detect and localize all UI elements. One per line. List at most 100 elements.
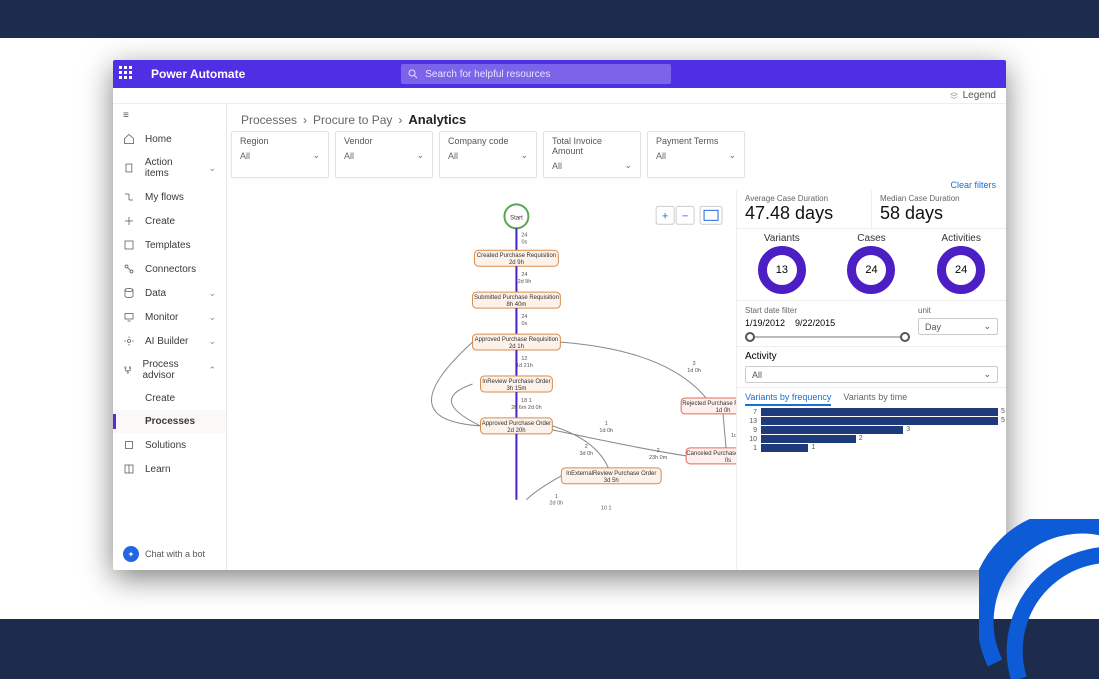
svg-text:10 1: 10 1 — [601, 506, 612, 512]
svg-text:+: + — [662, 210, 668, 222]
sidebar: ≡ Home Action items⌄ My flows Create Tem… — [113, 104, 227, 570]
sidebar-item-home[interactable]: Home — [113, 127, 226, 151]
sidebar-item-connectors[interactable]: Connectors — [113, 257, 226, 281]
svg-text:2: 2 — [585, 444, 588, 450]
filter-invoice-amount[interactable]: Total Invoice AmountAll⌄ — [543, 131, 641, 178]
svg-text:1: 1 — [555, 494, 558, 500]
svg-text:2d 0h: 2d 0h — [550, 501, 564, 507]
legend-icon — [949, 91, 959, 101]
sidebar-item-templates[interactable]: Templates — [113, 233, 226, 257]
unit-select[interactable]: unit Day⌄ — [918, 305, 998, 342]
svg-text:Rejected Purchase Requisition: Rejected Purchase Requisition — [682, 401, 736, 407]
svg-text:1d 0h: 1d 0h — [599, 428, 613, 434]
hamburger-icon[interactable]: ≡ — [113, 104, 226, 127]
svg-text:3: 3 — [693, 361, 696, 367]
breadcrumb-processes[interactable]: Processes — [241, 113, 297, 127]
svg-text:3h 15m: 3h 15m — [506, 386, 526, 392]
sidebar-item-create[interactable]: Create — [113, 209, 226, 233]
sidebar-item-action-items[interactable]: Action items⌄ — [113, 151, 226, 185]
search-input[interactable]: Search for helpful resources — [401, 64, 671, 84]
activity-filter[interactable]: Activity All⌄ — [737, 347, 1006, 388]
legend-label[interactable]: Legend — [963, 90, 996, 101]
donut-activities: Activities24 — [937, 233, 985, 294]
solutions-icon — [123, 439, 135, 451]
right-panel: Average Case Duration47.48 days Median C… — [736, 190, 1006, 570]
svg-text:1d 0h: 1d 0h — [716, 408, 731, 414]
svg-text:23h 0m: 23h 0m — [649, 455, 668, 461]
svg-text:24: 24 — [521, 314, 527, 320]
svg-text:InExternalReview Purchase Orde: InExternalReview Purchase Order — [566, 471, 656, 477]
svg-text:Approved Purchase Order: Approved Purchase Order — [482, 421, 551, 427]
svg-text:Approved Purchase Requisition: Approved Purchase Requisition — [475, 337, 559, 343]
bar-row: 11 — [745, 444, 998, 452]
chevron-down-icon: ⌄ — [416, 150, 424, 161]
svg-text:1d 21h: 1d 21h — [516, 363, 533, 369]
chatbot-icon: ✦ — [123, 546, 139, 562]
svg-text:Submitted Purchase Requisition: Submitted Purchase Requisition — [474, 295, 559, 301]
tab-variants-freq[interactable]: Variants by frequency — [745, 392, 831, 406]
book-icon — [123, 463, 135, 475]
app-title: Power Automate — [151, 67, 245, 81]
donut-variants: Variants13 — [758, 233, 806, 294]
filter-company-code[interactable]: Company codeAll⌄ — [439, 131, 537, 178]
svg-text:2h 6m 2d 0h: 2h 6m 2d 0h — [511, 405, 541, 411]
clipboard-icon — [123, 162, 135, 174]
breadcrumb-procure[interactable]: Procure to Pay — [313, 113, 392, 127]
topbar: Power Automate Search for helpful resour… — [113, 60, 1006, 88]
svg-text:0s: 0s — [725, 458, 731, 464]
sidebar-item-pa-processes[interactable]: Processes — [113, 410, 226, 433]
chatbot-button[interactable]: ✦Chat with a bot — [113, 538, 226, 570]
sidebar-item-process-advisor[interactable]: Process advisor⌃ — [113, 353, 226, 387]
bar-row: 93 — [745, 426, 998, 434]
filter-payment-terms[interactable]: Payment TermsAll⌄ — [647, 131, 745, 178]
sidebar-item-ai-builder[interactable]: AI Builder⌄ — [113, 329, 226, 353]
filter-vendor[interactable]: VendorAll⌄ — [335, 131, 433, 178]
svg-text:1d 0h: 1d 0h — [731, 433, 736, 439]
sidebar-item-solutions[interactable]: Solutions — [113, 433, 226, 457]
tab-variants-time[interactable]: Variants by time — [843, 392, 907, 406]
main: Processes › Procure to Pay › Analytics R… — [227, 104, 1006, 570]
sidebar-item-learn[interactable]: Learn — [113, 457, 226, 481]
clear-filters-link[interactable]: Clear filters — [227, 178, 1006, 190]
donut-cases: Cases24 — [847, 233, 895, 294]
filter-region[interactable]: RegionAll⌄ — [231, 131, 329, 178]
chevron-down-icon: ⌄ — [520, 150, 528, 161]
svg-text:1: 1 — [605, 421, 608, 427]
svg-text:1d 0h: 1d 0h — [687, 368, 701, 374]
process-icon — [123, 364, 132, 376]
sidebar-item-pa-create[interactable]: Create — [113, 387, 226, 410]
monitor-icon — [123, 311, 135, 323]
kpi-median-duration: Median Case Duration58 days — [872, 190, 1006, 228]
ai-icon — [123, 335, 135, 347]
start-date-filter[interactable]: Start date filter 1/19/20129/22/2015 — [745, 305, 910, 342]
svg-text:Start: Start — [510, 215, 523, 221]
svg-text:24: 24 — [521, 272, 527, 278]
svg-text:8h 40m: 8h 40m — [506, 302, 526, 308]
dna-decoration — [979, 519, 1099, 679]
subbar: Legend — [113, 88, 1006, 104]
app-launcher-icon[interactable] — [119, 66, 135, 82]
bar-row: 102 — [745, 435, 998, 443]
process-diagram[interactable]: + − Start 24 0s Created Purchase Requisi… — [227, 190, 736, 570]
svg-text:18 1: 18 1 — [521, 398, 532, 404]
date-slider[interactable] — [745, 332, 910, 342]
connector-icon — [123, 263, 135, 275]
chevron-down-icon: ⌄ — [624, 160, 632, 171]
chevron-down-icon: ⌄ — [208, 163, 216, 174]
variant-tabs: Variants by frequency Variants by time — [737, 388, 1006, 406]
kpi-avg-duration: Average Case Duration47.48 days — [737, 190, 872, 228]
sidebar-item-data[interactable]: Data⌄ — [113, 281, 226, 305]
svg-text:2: 2 — [657, 448, 660, 454]
svg-text:3d 5h: 3d 5h — [604, 478, 619, 484]
svg-text:2d 9h: 2d 9h — [518, 279, 532, 285]
breadcrumb-analytics: Analytics — [408, 112, 466, 127]
chevron-up-icon: ⌃ — [208, 365, 216, 376]
svg-text:24: 24 — [521, 232, 527, 238]
search-placeholder: Search for helpful resources — [425, 69, 550, 80]
sidebar-item-my-flows[interactable]: My flows — [113, 185, 226, 209]
svg-text:2d 1h: 2d 1h — [509, 344, 524, 350]
search-icon — [407, 68, 419, 80]
sidebar-item-monitor[interactable]: Monitor⌄ — [113, 305, 226, 329]
template-icon — [123, 239, 135, 251]
svg-text:Canceled Purchase Requisition: Canceled Purchase Requisition — [686, 451, 736, 457]
